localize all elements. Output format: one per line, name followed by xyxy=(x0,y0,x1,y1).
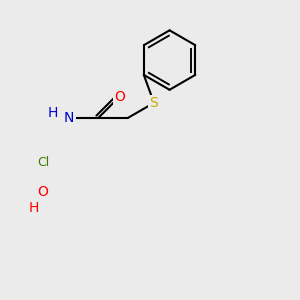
Text: H: H xyxy=(29,201,39,215)
Text: Cl: Cl xyxy=(37,156,49,169)
Text: N: N xyxy=(64,111,74,125)
Text: Cl: Cl xyxy=(37,156,49,169)
Text: S: S xyxy=(150,96,158,110)
Text: O: O xyxy=(38,185,49,199)
Text: O: O xyxy=(114,90,125,104)
Text: H: H xyxy=(47,106,58,120)
